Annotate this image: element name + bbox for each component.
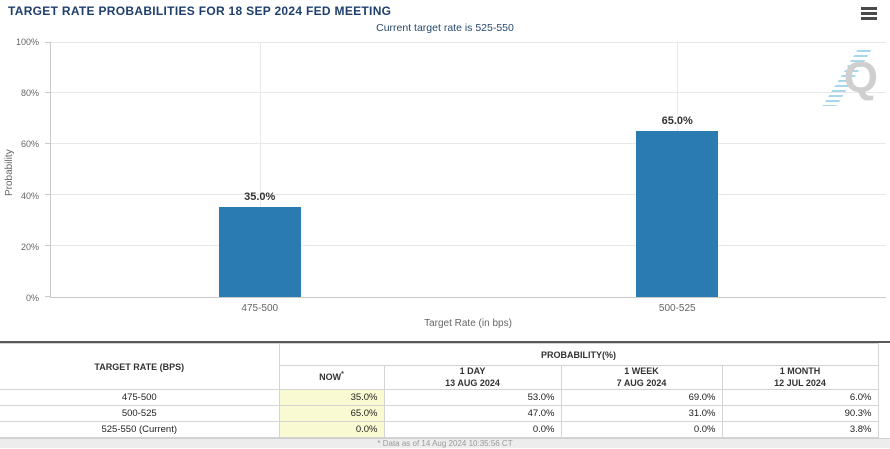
table-header-row: TARGET RATE (BPS) PROBABILITY(%): [0, 343, 879, 390]
plot-area: Q 35.0% 65.0% 475-500 500-525: [45, 42, 886, 314]
bar-value-label: 65.0%: [661, 114, 693, 127]
y-axis-tick: [45, 92, 50, 93]
table-row: 525-550 (Current) 0.0% 0.0% 0.0% 3.8%: [0, 421, 879, 438]
y-axis-tick: [45, 143, 50, 144]
table-top-border: [0, 341, 890, 343]
col-header-1week: 1 WEEK 7 AUG 2024: [560, 365, 723, 390]
page-title: TARGET RATE PROBABILITIES FOR 18 SEP 202…: [8, 4, 392, 18]
y-axis-tick-labels: 0% 20% 40% 60% 80% 100%: [0, 37, 44, 303]
now-asterisk: *: [341, 371, 344, 379]
bar[interactable]: [636, 130, 719, 297]
table-cell: 47.0%: [383, 405, 562, 422]
table-cell: 90.3%: [721, 405, 879, 422]
col-header-1day: 1 DAY 13 AUG 2024: [383, 365, 562, 390]
table-cell: 3.8%: [721, 421, 879, 438]
table-cell: 0.0%: [383, 421, 562, 438]
table-row: 475-500 35.0% 53.0% 69.0% 6.0%: [0, 389, 879, 406]
data-as-of-footnote: * Data as of 14 Aug 2024 10:35:56 CT: [0, 438, 890, 448]
rate-label-cell: 525-550 (Current): [0, 421, 280, 438]
table-cell: 53.0%: [383, 389, 562, 406]
gridline: [51, 194, 886, 195]
q-logo-watermark: Q: [822, 50, 880, 106]
col-header-1month: 1 MONTH 12 JUL 2024: [721, 365, 879, 390]
bar[interactable]: [218, 207, 301, 297]
y-axis-tick: [45, 42, 50, 43]
y-tick-label: 40%: [20, 190, 39, 201]
table-row: 500-525 65.0% 47.0% 31.0% 90.3%: [0, 405, 879, 422]
table-cell: 0.0%: [560, 421, 723, 438]
now-cell: 0.0%: [278, 421, 385, 438]
table-cell: 6.0%: [721, 389, 879, 406]
rate-label-cell: 475-500: [0, 389, 280, 406]
now-cell: 35.0%: [278, 389, 385, 406]
y-tick-label: 60%: [20, 139, 39, 150]
table-cell: 69.0%: [560, 389, 723, 406]
chart-subtitle: Current target rate is 525-550: [376, 22, 514, 34]
y-tick-label: 20%: [20, 241, 39, 252]
gridline: [51, 245, 886, 246]
x-category-label: 475-500: [241, 303, 279, 314]
col-header-now: NOW*: [279, 365, 385, 390]
x-axis-title: Target Rate (in bps): [424, 318, 512, 329]
fed-meeting-probability-chart: TARGET RATE PROBABILITIES FOR 18 SEP 202…: [0, 4, 886, 329]
bar-group-500-525: 65.0%: [636, 114, 719, 297]
hamburger-bar: [861, 7, 877, 10]
gridline: [259, 42, 261, 297]
col-header-probability-group: PROBABILITY(%): [278, 343, 879, 366]
probability-table: TARGET RATE (BPS) PROBABILITY(%) NOW* 1 …: [0, 343, 879, 438]
hamburger-bar: [861, 17, 877, 20]
gridline: [51, 42, 886, 43]
rate-label-cell: 500-525: [0, 405, 280, 422]
hamburger-menu-icon[interactable]: [861, 7, 877, 20]
y-tick-label: 0%: [25, 293, 39, 303]
y-tick-label: 100%: [15, 37, 39, 47]
gridline: [51, 92, 886, 93]
y-axis-tick: [45, 296, 50, 297]
y-tick-label: 80%: [20, 88, 39, 99]
gridline: [51, 143, 886, 144]
col-header-target-rate: TARGET RATE (BPS): [0, 343, 280, 390]
now-cell: 65.0%: [278, 405, 385, 422]
x-category-label: 500-525: [658, 303, 696, 314]
probability-table-section: TARGET RATE (BPS) PROBABILITY(%) NOW* 1 …: [0, 341, 890, 448]
y-axis-tick: [45, 245, 50, 246]
table-cell: 31.0%: [560, 405, 723, 422]
hamburger-bar: [861, 12, 877, 15]
watermark-q-letter: Q: [843, 53, 878, 102]
y-axis-tick: [45, 194, 50, 195]
bar-value-label: 35.0%: [244, 191, 276, 204]
bar-group-475-500: 35.0%: [218, 191, 301, 297]
